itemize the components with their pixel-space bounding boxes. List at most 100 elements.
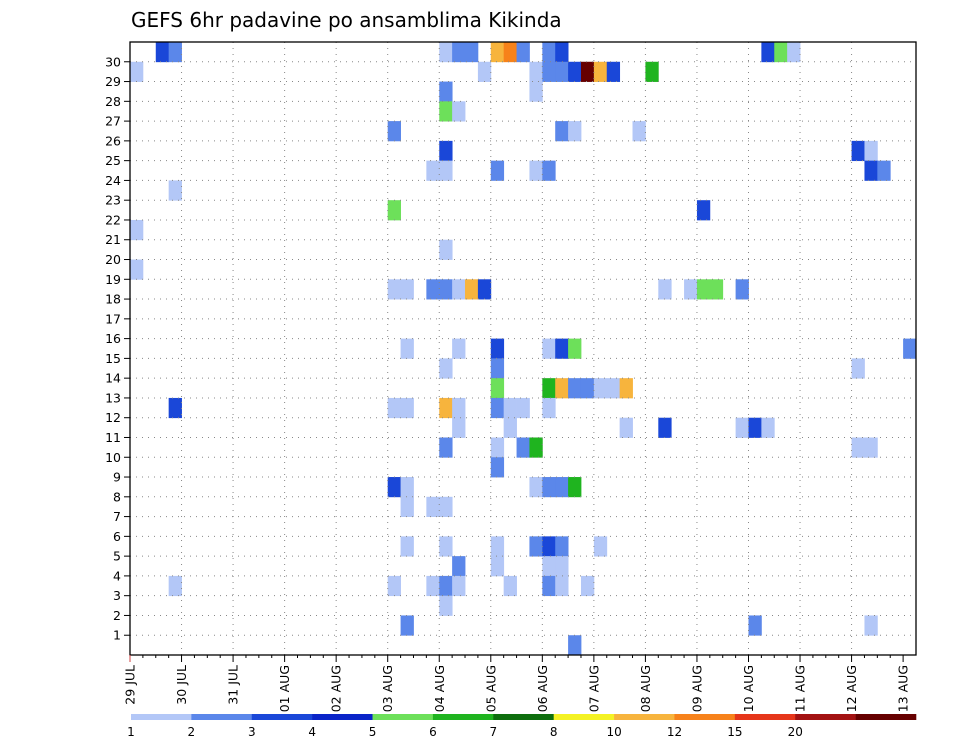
colorbar-segment [493,714,554,720]
heatmap-cell [503,575,517,597]
y-tick-label: 12 [105,410,121,425]
heatmap-cell [155,42,170,63]
heatmap-cell [490,42,505,63]
heatmap-cell [568,121,582,142]
colorbar-label: 8 [550,725,558,739]
colorbar-label: 4 [308,725,316,739]
heatmap-cell [568,378,582,399]
y-tick-label: 3 [113,588,121,603]
heatmap-cell [606,378,621,399]
heatmap-cell [400,477,414,498]
colorbar-label: 2 [188,725,196,739]
colorbar-segment [855,714,917,720]
heatmap-cell [490,338,505,359]
x-tick-label: 31 JUL [226,665,241,705]
x-tick-label: 12 AUG [844,665,859,712]
heatmap-cell [903,338,917,359]
heatmap-cell [529,61,543,82]
heatmap-cell [168,575,182,597]
y-tick-label: 27 [105,114,121,129]
heatmap-cell [555,378,569,399]
colorbar-label: 6 [429,725,437,739]
heatmap-cell [761,42,775,63]
heatmap-cell [452,42,466,63]
heatmap-cell [387,477,401,498]
heatmap-cell [555,477,569,498]
heatmap-cell [439,160,453,181]
heatmap-cell [748,417,762,438]
heatmap-cells [130,42,917,656]
heatmap-cell [400,397,414,419]
y-tick-label: 26 [105,133,121,148]
y-tick-label: 15 [105,351,121,366]
heatmap-cell [619,378,633,399]
heatmap-cell [130,61,144,82]
heatmap-cell [542,536,556,557]
heatmap-cell [465,279,479,300]
heatmap-cell [503,42,517,63]
heatmap-cell [542,556,556,577]
colorbar-label: 3 [248,725,256,739]
heatmap-cell [516,437,530,458]
y-tick-label: 9 [113,470,121,485]
colorbar-label: 1 [127,725,135,739]
x-tick-label: 07 AUG [586,665,601,712]
heatmap-cell [439,81,453,102]
x-tick-label: 10 AUG [741,665,756,712]
heatmap-cell [542,338,556,359]
heatmap-cell [439,358,453,379]
y-tick-label: 20 [105,252,121,267]
heatmap-cell [774,42,788,63]
y-tick-label: 13 [105,390,121,405]
y-tick-label: 1 [113,628,121,643]
heatmap-cell [490,437,505,458]
heatmap-cell [387,200,401,221]
heatmap-cell [606,61,621,82]
heatmap-cell [477,279,492,300]
heatmap-cell [568,338,582,359]
x-axis: 29 JUL 30 JUL 31 JUL 01 AUG 02 AUG 03 AUG 04 A… [123,655,911,712]
x-tick-label: 08 AUG [638,665,653,712]
heatmap-cell [529,81,543,102]
y-tick-label: 19 [105,272,121,287]
heatmap-cell [490,160,505,181]
colorbar-segment [191,714,253,720]
colorbar-label: 12 [667,725,682,739]
heatmap-cell [645,61,659,82]
heatmap-cell [542,397,556,419]
grid-lines [130,42,916,655]
x-tick-label: 03 AUG [380,665,395,712]
heatmap-cell [555,575,569,597]
heatmap-cell [452,338,466,359]
heatmap-cell [761,417,775,438]
heatmap-cell [426,160,440,181]
y-tick-label: 22 [105,212,121,227]
x-tick-label: 01 AUG [277,665,292,712]
heatmap-cell [864,615,878,636]
heatmap-cell [400,536,414,557]
colorbar-segment [251,714,313,720]
colorbar-segment [131,714,192,720]
heatmap-cell [452,397,466,419]
heatmap-cell [439,101,453,122]
heatmap-cell [529,437,543,458]
heatmap-cell [387,397,401,419]
colorbar-segment [432,714,494,720]
heatmap-cell [490,536,505,557]
heatmap-cell [555,61,569,82]
heatmap-cell [851,437,865,458]
heatmap-cell [542,575,556,597]
colorbar-segment [795,714,856,720]
y-tick-label: 28 [105,94,121,109]
heatmap-cell [168,180,182,201]
heatmap-cell [400,279,414,300]
heatmap-cell [503,417,517,438]
colorbar-label: 10 [606,725,621,739]
heatmap-cell [568,477,582,498]
colorbar-segment [553,714,615,720]
heatmap-cell [439,575,453,597]
heatmap-cell [516,42,530,63]
heatmap-cell [529,477,543,498]
heatmap-cell [709,279,724,300]
heatmap-cell [439,140,453,162]
